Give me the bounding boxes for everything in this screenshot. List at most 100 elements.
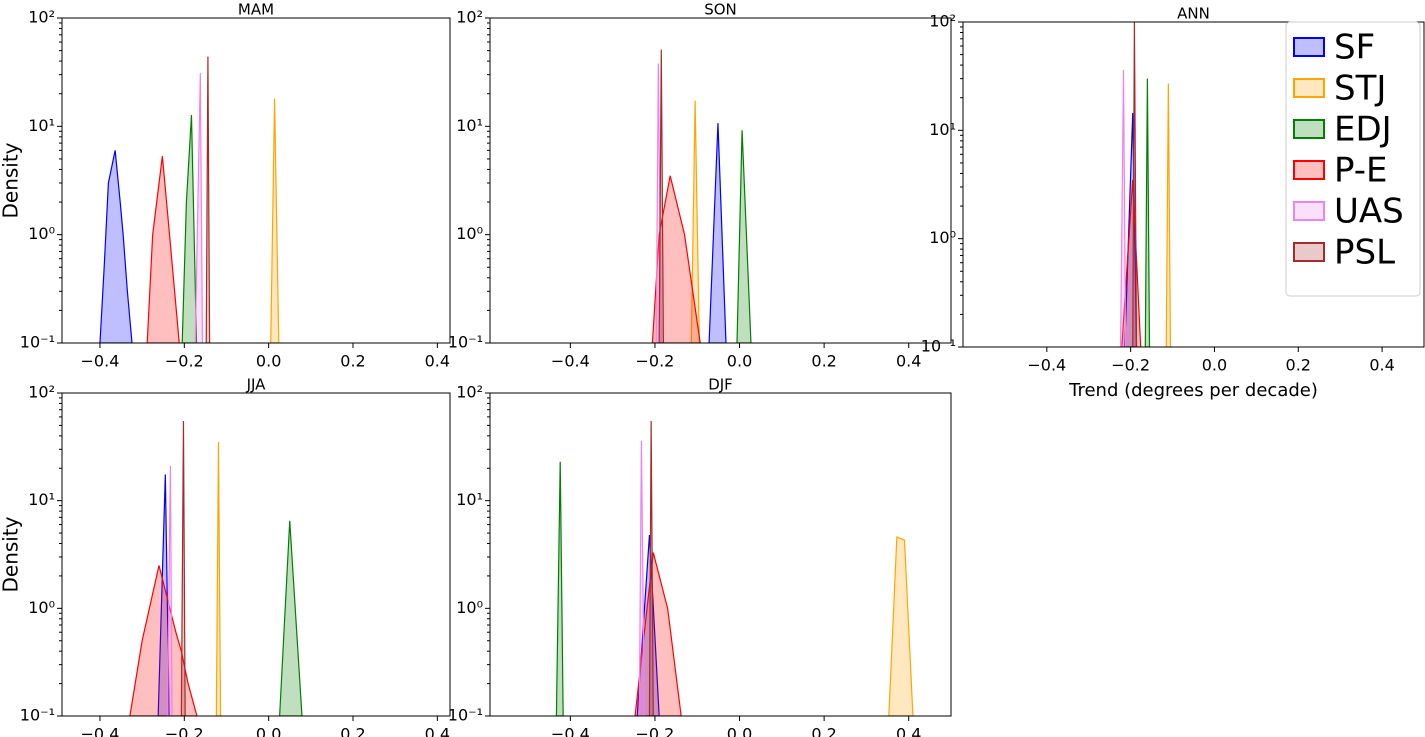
legend-swatch <box>1293 160 1325 180</box>
density-area <box>1119 70 1127 347</box>
y-tick-label: 10⁰ <box>28 598 55 617</box>
axes-frame <box>489 17 952 344</box>
y-tick-label: 10⁻¹ <box>448 333 483 352</box>
plot-area <box>129 420 303 716</box>
x-tick-label: 0.0 <box>256 725 281 737</box>
legend-box <box>1285 21 1421 297</box>
density-area <box>146 156 180 343</box>
y-tick-label: 10⁰ <box>456 224 483 243</box>
x-tick-label: −0.4 <box>551 725 590 737</box>
density-area <box>690 100 700 343</box>
density-area <box>194 73 204 343</box>
legend-swatch <box>1293 78 1325 98</box>
density-area <box>180 420 186 716</box>
y-tick-label: 10⁰ <box>929 228 956 247</box>
density-area <box>634 552 682 716</box>
chart-title: MAM <box>238 1 274 19</box>
x-tick-label: 0.2 <box>340 352 365 371</box>
legend-label: UAS <box>1334 192 1404 232</box>
x-tick-label: 0.0 <box>727 725 752 737</box>
x-tick-label: −0.4 <box>81 352 120 371</box>
chart-title: JJA <box>246 376 267 394</box>
density-area <box>1132 22 1138 347</box>
density-area <box>1165 83 1172 347</box>
density-area <box>658 49 665 343</box>
axes-frame <box>61 392 451 717</box>
chart-title: DJF <box>708 376 733 394</box>
x-tick-label: 0.2 <box>1286 356 1311 375</box>
y-tick-label: 10⁻¹ <box>20 706 55 725</box>
x-tick-label: 0.0 <box>1202 356 1227 375</box>
x-tick-label: 0.0 <box>727 352 752 371</box>
chart-title: SON <box>704 1 737 19</box>
x-tick-label: −0.2 <box>165 352 204 371</box>
x-tick-label: 0.2 <box>811 725 836 737</box>
plot-area <box>99 56 280 343</box>
y-tick-label: 10⁰ <box>28 224 55 243</box>
y-tick-label: 10² <box>28 383 55 402</box>
density-area <box>166 465 173 716</box>
density-area <box>181 115 198 343</box>
x-tick-label: −0.4 <box>1027 356 1066 375</box>
density-area <box>638 440 645 716</box>
y-axis-label: Density <box>0 516 23 592</box>
x-tick-label: −0.2 <box>636 352 675 371</box>
y-tick-label: 10⁻¹ <box>20 333 55 352</box>
density-area <box>157 474 170 716</box>
y-tick-label: 10² <box>456 8 483 27</box>
legend-swatch <box>1293 242 1325 262</box>
y-tick-label: 10⁻¹ <box>921 337 956 356</box>
legend-label: STJ <box>1334 69 1386 109</box>
density-area <box>651 175 701 343</box>
plot-area <box>651 49 752 343</box>
x-tick-label: 0.2 <box>340 725 365 737</box>
legend-swatch <box>1293 37 1325 57</box>
density-area <box>205 56 211 343</box>
x-tick-label: 0.4 <box>896 352 921 371</box>
x-tick-label: 0.4 <box>425 725 450 737</box>
legend-swatch <box>1293 119 1325 139</box>
x-tick-label: 0.4 <box>425 352 450 371</box>
y-tick-label: 10² <box>28 8 55 27</box>
plot-area <box>1119 22 1172 347</box>
y-tick-label: 10¹ <box>929 120 956 139</box>
x-tick-label: 0.0 <box>256 352 281 371</box>
density-area <box>129 565 198 716</box>
x-tick-label: 0.4 <box>896 725 921 737</box>
legend-swatch <box>1293 201 1325 221</box>
density-area <box>708 123 727 343</box>
y-axis-label: Density <box>0 142 23 218</box>
density-area <box>279 520 303 716</box>
legend-label: P-E <box>1334 151 1388 191</box>
y-tick-label: 10⁰ <box>456 598 483 617</box>
axes-frame <box>489 392 952 717</box>
density-area <box>270 98 280 343</box>
chart-title: ANN <box>1177 5 1210 23</box>
density-area <box>99 150 133 343</box>
x-tick-label: 0.4 <box>1369 356 1394 375</box>
x-tick-label: −0.2 <box>1111 356 1150 375</box>
x-axis-label: Trend (degrees per decade) <box>1068 380 1318 401</box>
y-tick-label: 10¹ <box>456 490 483 509</box>
density-area <box>648 420 654 716</box>
legend-label: SF <box>1334 28 1375 68</box>
axes-frame <box>61 17 451 344</box>
y-tick-label: 10² <box>456 383 483 402</box>
y-tick-label: 10¹ <box>28 490 55 509</box>
density-area <box>555 461 564 716</box>
x-tick-label: −0.4 <box>81 725 120 737</box>
density-area <box>215 442 222 716</box>
plot-area <box>555 420 914 716</box>
density-area <box>736 130 752 343</box>
y-tick-label: 10¹ <box>456 116 483 135</box>
x-tick-label: −0.2 <box>636 725 675 737</box>
y-tick-label: 10⁻¹ <box>448 706 483 725</box>
legend-label: PSL <box>1334 233 1395 273</box>
x-tick-label: 0.2 <box>811 352 836 371</box>
x-tick-label: −0.4 <box>551 352 590 371</box>
y-tick-label: 10² <box>929 12 956 31</box>
density-area <box>1144 78 1151 347</box>
y-tick-label: 10¹ <box>28 116 55 135</box>
axes-frame <box>962 21 1425 348</box>
